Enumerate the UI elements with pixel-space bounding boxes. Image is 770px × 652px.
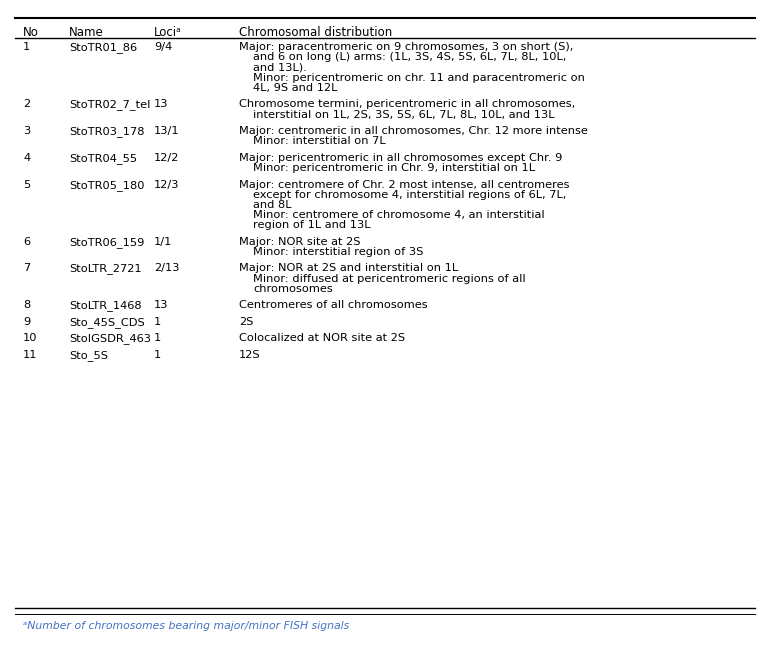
Text: 1: 1	[154, 334, 161, 344]
Text: Sto_45S_CDS: Sto_45S_CDS	[69, 317, 145, 328]
Text: 9/4: 9/4	[154, 42, 172, 52]
Text: StoTR05_180: StoTR05_180	[69, 180, 145, 190]
Text: interstitial on 1L, 2S, 3S, 5S, 6L, 7L, 8L, 10L, and 13L: interstitial on 1L, 2S, 3S, 5S, 6L, 7L, …	[253, 110, 555, 119]
Text: 11: 11	[23, 350, 38, 360]
Text: 2: 2	[23, 99, 30, 110]
Text: Major: centromere of Chr. 2 most intense, all centromeres: Major: centromere of Chr. 2 most intense…	[239, 180, 569, 190]
Text: 6: 6	[23, 237, 30, 246]
Text: Minor: pericentromeric in Chr. 9, interstitial on 1L: Minor: pericentromeric in Chr. 9, inters…	[253, 163, 535, 173]
Text: Minor: interstitial region of 3S: Minor: interstitial region of 3S	[253, 247, 424, 257]
Text: 4L, 9S and 12L: 4L, 9S and 12L	[253, 83, 338, 93]
Text: region of 1L and 13L: region of 1L and 13L	[253, 220, 371, 230]
Text: Colocalized at NOR site at 2S: Colocalized at NOR site at 2S	[239, 334, 405, 344]
Text: 12S: 12S	[239, 350, 260, 360]
Text: Lociᵃ: Lociᵃ	[154, 26, 182, 39]
Text: Minor: pericentromeric on chr. 11 and paracentromeric on: Minor: pericentromeric on chr. 11 and pa…	[253, 72, 585, 83]
Text: Major: paracentromeric on 9 chromosomes, 3 on short (S),: Major: paracentromeric on 9 chromosomes,…	[239, 42, 573, 52]
Text: 12/3: 12/3	[154, 180, 179, 190]
Text: 12/2: 12/2	[154, 153, 179, 163]
Text: StoTR04_55: StoTR04_55	[69, 153, 137, 164]
Text: StoTR03_178: StoTR03_178	[69, 126, 145, 137]
Text: Name: Name	[69, 26, 104, 39]
Text: 5: 5	[23, 180, 30, 190]
Text: StoTR01_86: StoTR01_86	[69, 42, 137, 53]
Text: 10: 10	[23, 334, 38, 344]
Text: Major: centromeric in all chromosomes, Chr. 12 more intense: Major: centromeric in all chromosomes, C…	[239, 126, 588, 136]
Text: Minor: centromere of chromosome 4, an interstitial: Minor: centromere of chromosome 4, an in…	[253, 210, 545, 220]
Text: Minor: interstitial on 7L: Minor: interstitial on 7L	[253, 136, 386, 146]
Text: and 6 on long (L) arms: (1L, 3S, 4S, 5S, 6L, 7L, 8L, 10L,: and 6 on long (L) arms: (1L, 3S, 4S, 5S,…	[253, 53, 567, 63]
Text: 13/1: 13/1	[154, 126, 179, 136]
Text: 1/1: 1/1	[154, 237, 172, 246]
Text: 4: 4	[23, 153, 30, 163]
Text: and 13L).: and 13L).	[253, 63, 307, 72]
Text: StoIGSDR_463: StoIGSDR_463	[69, 334, 151, 344]
Text: Major: pericentromeric in all chromosomes except Chr. 9: Major: pericentromeric in all chromosome…	[239, 153, 562, 163]
Text: 9: 9	[23, 317, 30, 327]
Text: Chromosome termini, pericentromeric in all chromosomes,: Chromosome termini, pericentromeric in a…	[239, 99, 575, 110]
Text: Chromosomal distribution: Chromosomal distribution	[239, 26, 392, 39]
Text: 1: 1	[154, 317, 161, 327]
Text: StoLTR_2721: StoLTR_2721	[69, 263, 142, 274]
Text: Major: NOR at 2S and interstitial on 1L: Major: NOR at 2S and interstitial on 1L	[239, 263, 458, 273]
Text: 13: 13	[154, 99, 169, 110]
Text: 3: 3	[23, 126, 30, 136]
Text: chromosomes: chromosomes	[253, 284, 333, 293]
Text: 1: 1	[154, 350, 161, 360]
Text: except for chromosome 4, interstitial regions of 6L, 7L,: except for chromosome 4, interstitial re…	[253, 190, 567, 200]
Text: ᵃNumber of chromosomes bearing major/minor FISH signals: ᵃNumber of chromosomes bearing major/min…	[23, 621, 350, 630]
Text: StoTR06_159: StoTR06_159	[69, 237, 145, 248]
Text: 8: 8	[23, 301, 30, 310]
Text: Minor: diffused at pericentromeric regions of all: Minor: diffused at pericentromeric regio…	[253, 274, 526, 284]
Text: StoLTR_1468: StoLTR_1468	[69, 301, 142, 311]
Text: and 8L: and 8L	[253, 200, 292, 210]
Text: 13: 13	[154, 301, 169, 310]
Text: 7: 7	[23, 263, 30, 273]
Text: StoTR02_7_tel: StoTR02_7_tel	[69, 99, 151, 110]
Text: Centromeres of all chromosomes: Centromeres of all chromosomes	[239, 301, 427, 310]
Text: 2S: 2S	[239, 317, 253, 327]
Text: 2/13: 2/13	[154, 263, 179, 273]
Text: No: No	[23, 26, 39, 39]
Text: 1: 1	[23, 42, 30, 52]
Text: Major: NOR site at 2S: Major: NOR site at 2S	[239, 237, 360, 246]
Text: Sto_5S: Sto_5S	[69, 350, 109, 361]
